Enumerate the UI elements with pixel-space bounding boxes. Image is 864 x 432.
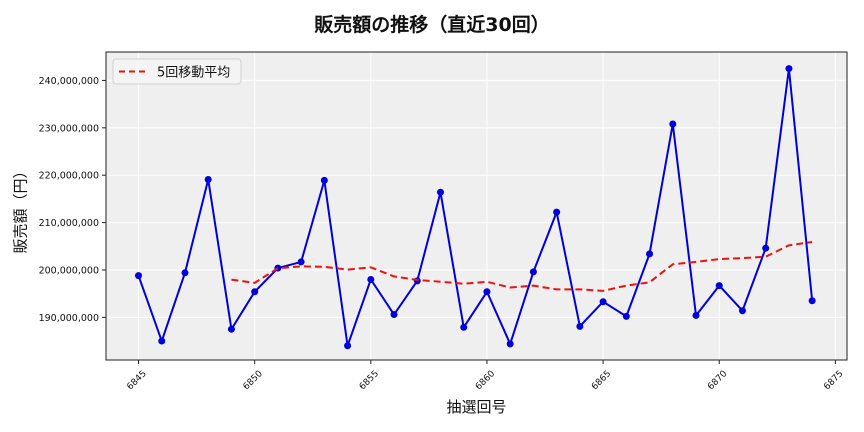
data-point bbox=[390, 311, 398, 319]
data-point bbox=[646, 250, 654, 258]
y-tick-label: 230,000,000 bbox=[39, 123, 99, 134]
data-point bbox=[158, 337, 166, 345]
chart-title: 販売額の推移（直近30回） bbox=[314, 14, 550, 36]
data-point bbox=[553, 208, 561, 216]
data-point bbox=[297, 258, 305, 266]
y-tick-label: 220,000,000 bbox=[39, 171, 99, 182]
data-point bbox=[227, 325, 235, 333]
y-tick-label: 240,000,000 bbox=[39, 76, 99, 87]
x-tick-label: 6855 bbox=[358, 369, 381, 392]
moving-average-series bbox=[231, 241, 813, 292]
plot-background bbox=[106, 52, 847, 360]
data-point bbox=[344, 342, 352, 350]
data-point bbox=[808, 297, 816, 305]
data-point bbox=[483, 288, 491, 296]
y-tick-label: 210,000,000 bbox=[39, 218, 99, 229]
data-point bbox=[715, 282, 723, 290]
data-point bbox=[622, 312, 630, 320]
data-point bbox=[669, 120, 677, 128]
data-point bbox=[762, 244, 770, 252]
data-point bbox=[251, 288, 259, 296]
data-point bbox=[460, 323, 468, 331]
x-tick-label: 6865 bbox=[590, 369, 613, 392]
data-point bbox=[599, 298, 607, 306]
data-point bbox=[436, 188, 444, 196]
data-point bbox=[576, 322, 584, 330]
data-point bbox=[135, 272, 143, 280]
y-axis-ticks: 190,000,000 200,000,000 210,000,000 220,000… bbox=[39, 76, 106, 324]
x-axis-label: 抽選回号 bbox=[446, 398, 507, 416]
x-tick-label: 6860 bbox=[474, 369, 497, 392]
plot-frame bbox=[105, 51, 848, 361]
legend: 5回移動平均 bbox=[112, 58, 242, 85]
x-axis-ticks: 6845 6850 6855 6860 6865 6870 6875 bbox=[125, 360, 846, 392]
x-tick-label: 6870 bbox=[706, 369, 729, 392]
data-point bbox=[529, 268, 537, 276]
x-tick-label: 6850 bbox=[242, 369, 265, 392]
data-point bbox=[738, 307, 746, 315]
x-tick-label: 6845 bbox=[125, 369, 148, 392]
data-point bbox=[181, 269, 189, 277]
grid bbox=[106, 52, 847, 360]
data-point bbox=[692, 311, 700, 319]
data-point bbox=[785, 65, 793, 73]
legend-label: 5回移動平均 bbox=[157, 66, 230, 81]
data-point bbox=[204, 175, 212, 183]
data-point bbox=[367, 275, 375, 283]
x-tick-label: 6875 bbox=[822, 369, 845, 392]
data-point bbox=[320, 176, 328, 184]
data-point bbox=[506, 340, 514, 348]
y-tick-label: 200,000,000 bbox=[39, 265, 99, 276]
y-tick-label: 190,000,000 bbox=[39, 313, 99, 324]
